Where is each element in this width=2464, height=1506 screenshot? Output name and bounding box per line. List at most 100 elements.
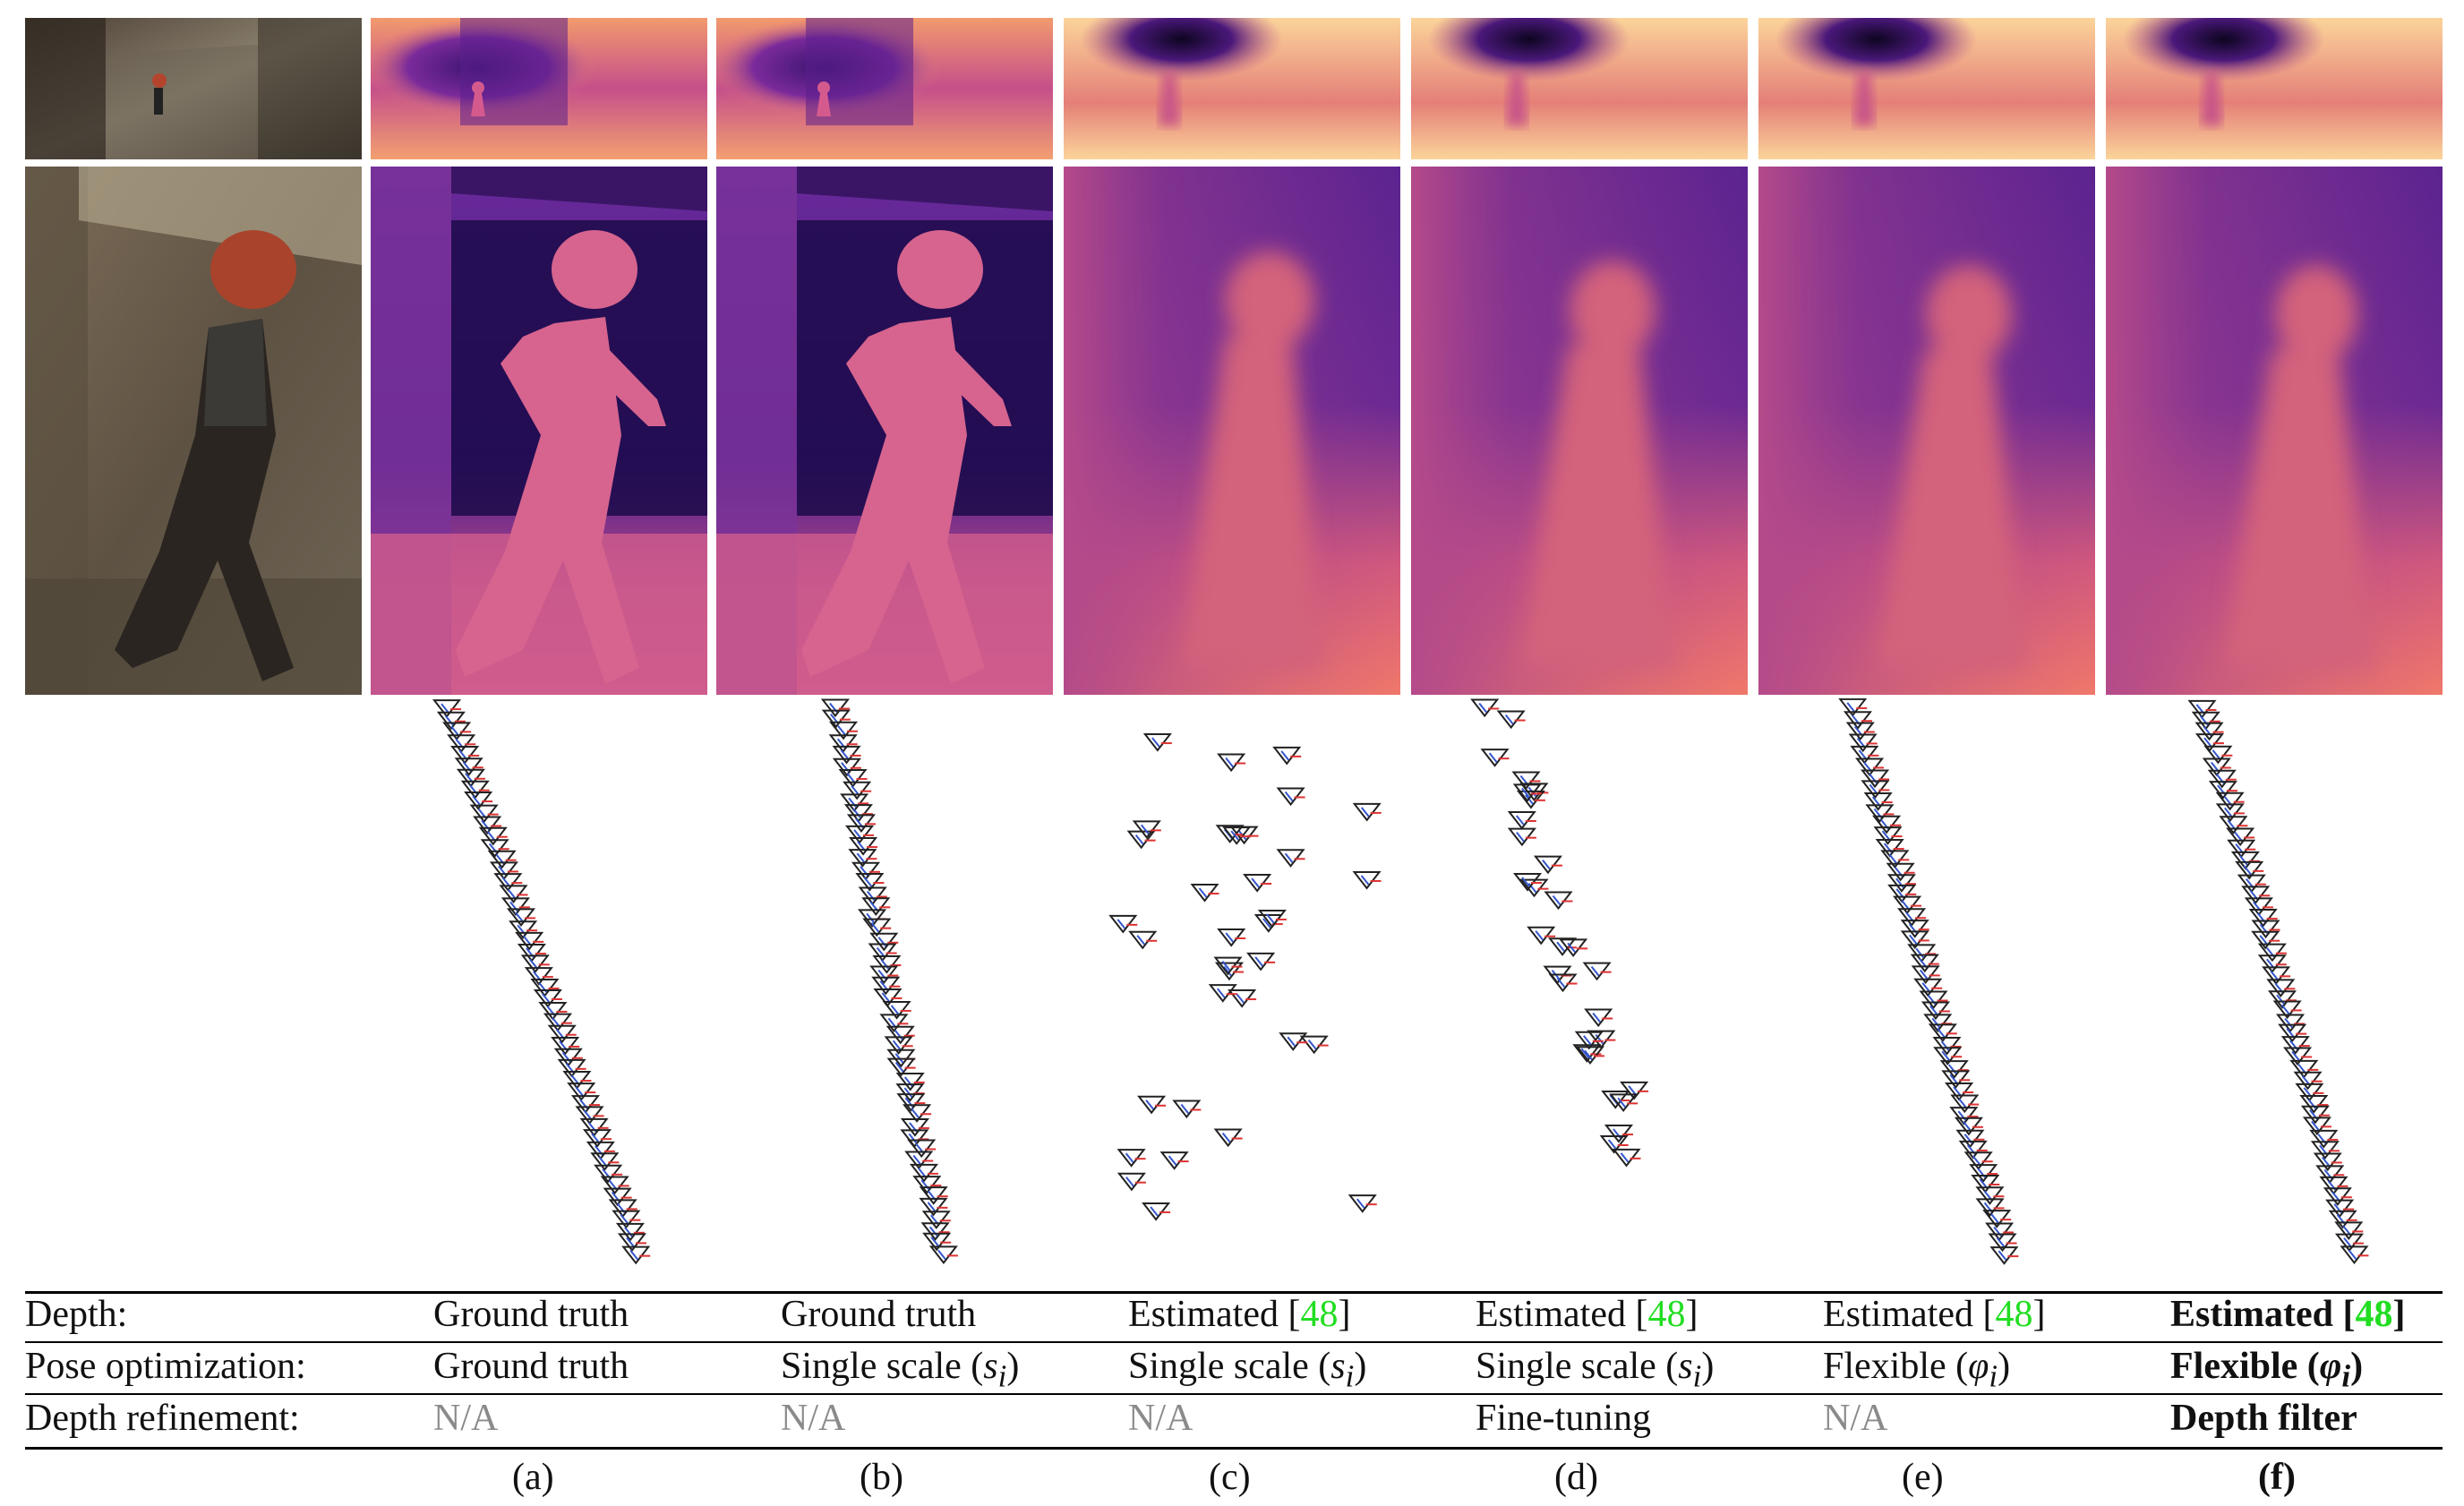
camera-frustum [1893, 895, 1922, 915]
camera-frustum [1855, 757, 1885, 777]
camera-frustum [2215, 803, 2245, 823]
citation-link-e[interactable]: 48 [1995, 1294, 2033, 1335]
camera-frustum [861, 897, 891, 916]
cell-pose-b: Single scale (si) [781, 1345, 1019, 1398]
camera-frustum [617, 1233, 647, 1253]
camera-frustum [1880, 850, 1910, 869]
camera-frustum [464, 792, 493, 810]
camera-frustum [567, 1082, 596, 1101]
camera-frustum [1222, 826, 1252, 845]
depth-top-d-image [1064, 18, 1400, 159]
camera-frustum [524, 967, 553, 986]
cell-depth-f-text: Estimated [ [2170, 1294, 2356, 1335]
depth-top-f [1758, 18, 2095, 159]
camera-frustum [538, 1001, 568, 1021]
camera-frustum [447, 734, 476, 753]
camera-frustum [2315, 1165, 2345, 1184]
camera-frustum [1900, 930, 1929, 950]
camera-frustum [2334, 1233, 2365, 1253]
cell-depth-d: Estimated [48] [1476, 1293, 1698, 1336]
camera-frustum [1604, 1125, 1633, 1143]
camera-frustum [1276, 787, 1305, 807]
cell-refine-d: Fine-tuning [1476, 1398, 1651, 1439]
table-row-rule-1 [25, 1341, 2443, 1343]
camera-frustum [1911, 965, 1940, 985]
depth-top-e-image [1411, 18, 1748, 159]
camera-frustum [838, 768, 868, 788]
camera-frustum [904, 1151, 934, 1170]
camera-frustum [2230, 851, 2260, 870]
camera-frustum [1907, 944, 1937, 963]
camera-frustum [543, 1013, 573, 1032]
depth-crop-d [1064, 167, 1400, 695]
camera-frustum [2203, 745, 2233, 765]
citation-link-c[interactable]: 48 [1300, 1294, 1339, 1335]
cell-pose-c-text: Single scale ( [1128, 1346, 1331, 1387]
camera-frustum [1172, 1100, 1202, 1119]
citation-link-d[interactable]: 48 [1647, 1294, 1686, 1335]
camera-frustum [1213, 956, 1243, 976]
cell-pose-f-subscript: i [2341, 1358, 2351, 1394]
camera-frustum [1243, 874, 1272, 893]
cell-pose-c: Single scale (si) [1128, 1345, 1366, 1398]
camera-frustum [1599, 1134, 1629, 1154]
camera-frustum [1137, 1095, 1167, 1115]
caption-c: (c) [1209, 1457, 1251, 1498]
camera-frustum [1217, 928, 1246, 947]
camera-frustum [1496, 710, 1526, 730]
cell-pose-b-text: Single scale ( [781, 1346, 984, 1387]
cell-refine-f: Depth filter [2170, 1398, 2357, 1439]
camera-frustum [1480, 749, 1510, 767]
cell-depth-f: Estimated [48] [2170, 1293, 2405, 1336]
camera-frustum [1214, 962, 1245, 981]
camera-frustum [1921, 1001, 1950, 1021]
depth-crop-e-image [1411, 167, 1748, 695]
camera-frustum [1873, 826, 1903, 845]
cell-pose-e: Flexible (φi) [1823, 1345, 2010, 1398]
depth-crop-g-image [2106, 167, 2443, 695]
camera-frustum [2235, 860, 2264, 880]
camera-frustum [851, 861, 881, 881]
camera-frustum [843, 804, 873, 823]
camera-frustum [2194, 733, 2225, 752]
camera-frustum [1352, 802, 1382, 822]
camera-frustum [1609, 1093, 1638, 1112]
camera-frustum [2244, 897, 2273, 917]
cell-pose-b-sym: s [983, 1346, 998, 1387]
camera-trajectories [432, 698, 2369, 1265]
camera-frustum [1928, 1023, 1957, 1042]
camera-frustum [1584, 1008, 1613, 1028]
depth-top-b [371, 18, 707, 159]
cell-depth-c-text: Estimated [ [1128, 1294, 1301, 1335]
camera-frustum [608, 1199, 637, 1219]
camera-frustum [442, 722, 472, 740]
row-label-depth: Depth: [25, 1294, 128, 1335]
camera-frustum [1352, 870, 1382, 890]
camera-frustum [1574, 1031, 1604, 1050]
camera-frustum [1982, 1210, 2012, 1228]
depth-top-f-image [1758, 18, 2095, 159]
camera-frustum [2237, 874, 2266, 894]
cell-refine-c: N/A [1128, 1398, 1194, 1439]
camera-frustum [1257, 909, 1287, 928]
camera-frustum [2319, 1176, 2348, 1195]
camera-frustum [1875, 839, 1904, 858]
camera-frustum [1941, 1070, 1971, 1089]
camera-frustum [2340, 1245, 2369, 1264]
camera-frustum [1838, 698, 1868, 717]
camera-frustum [1861, 780, 1890, 800]
camera-frustum [1213, 1128, 1243, 1148]
cell-pose-b-subscript: i [997, 1358, 1007, 1394]
camera-frustum [1190, 884, 1219, 903]
table-row-rule-2 [25, 1393, 2443, 1395]
rgb-frame-crop-image [25, 167, 362, 695]
camera-frustum [473, 816, 502, 835]
cell-pose-a: Ground truth [433, 1346, 629, 1387]
camera-frustum [843, 781, 872, 800]
camera-frustum [594, 1164, 623, 1184]
camera-frustum [862, 918, 892, 937]
citation-link-f[interactable]: 48 [2355, 1294, 2393, 1335]
cell-depth-d-close: ] [1685, 1294, 1698, 1335]
camera-frustum [1612, 1148, 1641, 1168]
camera-frustum [1208, 984, 1237, 1003]
